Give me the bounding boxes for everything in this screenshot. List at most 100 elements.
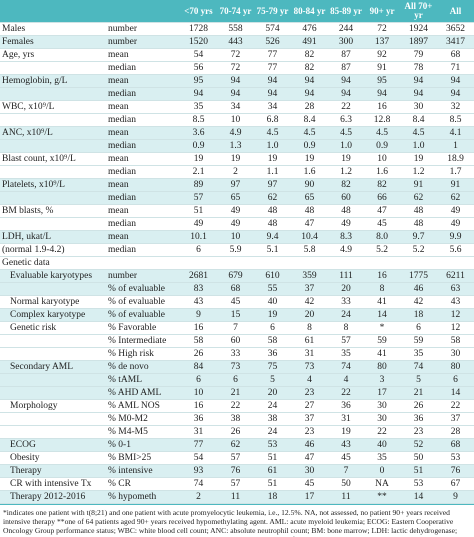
value-cell: 1 <box>437 139 474 153</box>
table-row: % AHD AML 10 21 20 23 22 17 21 14 <box>0 386 474 400</box>
value-cell: 80 <box>364 360 400 374</box>
value-cell: 92 <box>377 49 387 60</box>
value-cell: 77 <box>180 438 217 452</box>
value-cell: 35 <box>413 348 424 359</box>
value-cell: 94 <box>437 87 474 101</box>
value-cell: 58 <box>450 335 461 346</box>
value-cell: 50 <box>413 452 424 463</box>
header-cell <box>0 0 104 23</box>
value-cell: 80 <box>437 360 474 374</box>
value-cell: 558 <box>228 23 243 34</box>
value-cell: 137 <box>364 35 400 49</box>
value-cell: 52 <box>400 438 437 452</box>
value-cell: 66 <box>364 191 400 205</box>
stat-label: % M4-M5 <box>108 426 148 437</box>
value-cell: 35 <box>193 101 204 112</box>
value-cell: 94 <box>217 87 254 101</box>
table-row: Therapy% intensive 93 76 61 30 7 0 51 76 <box>0 464 474 478</box>
value-cell: 97 <box>254 178 291 192</box>
row-label <box>0 139 104 153</box>
value-cell: 1520 <box>180 35 217 49</box>
row-label: BM blasts, % <box>2 205 54 216</box>
value-cell: 22 <box>341 101 351 112</box>
value-cell: 47 <box>304 452 315 463</box>
value-cell: 60 <box>328 191 364 205</box>
row-label <box>0 87 104 101</box>
value-cell: 48 <box>267 205 278 216</box>
table-row: Platelets, x10⁹/L mean 89 97 97 90 82 82 91 91 <box>0 178 474 192</box>
value-cell: 18 <box>400 308 437 322</box>
value-cell: 24 <box>267 400 278 411</box>
stat-label: median <box>108 114 136 125</box>
value-cell: 574 <box>265 23 280 34</box>
value-cell: 22 <box>450 400 461 411</box>
value-cell: 8.5 <box>449 114 462 125</box>
stat-label: % Favorable <box>108 322 157 333</box>
value-cell: 1.0 <box>328 139 364 153</box>
table-row: median 57 65 62 65 60 66 62 62 <box>0 191 474 205</box>
value-cell: 0 <box>364 464 400 478</box>
stat-label: number <box>104 269 180 283</box>
value-cell: 1.2 <box>412 166 425 177</box>
value-cell: 46 <box>400 282 437 296</box>
row-label: LDH, ukat/L <box>0 230 104 244</box>
value-cell: 97 <box>217 178 254 192</box>
value-cell: 26 <box>413 400 424 411</box>
table-row: Males number 1728 558 574 476 244 72 1924 3652 <box>0 23 474 36</box>
value-cell: 26 <box>193 348 204 359</box>
table-row: BM blasts, % mean 51 49 48 48 48 47 48 49 <box>0 205 474 218</box>
value-cell: 2 <box>180 490 217 504</box>
value-cell: 22 <box>328 386 364 400</box>
value-cell: 111 <box>328 269 364 283</box>
value-cell: 8.5 <box>192 114 205 125</box>
value-cell: 94 <box>254 74 291 88</box>
value-cell: 8.4 <box>412 114 425 125</box>
value-cell: 2.1 <box>192 166 205 177</box>
value-cell: 55 <box>254 282 291 296</box>
header-cell: <70 yrs <box>180 0 217 23</box>
value-cell: 12.8 <box>373 114 391 125</box>
value-cell: 49 <box>450 205 461 216</box>
stat-label: mean <box>104 230 180 244</box>
value-cell: 1.2 <box>340 166 352 177</box>
value-cell: 36 <box>267 348 278 359</box>
value-cell: 6 <box>270 322 275 333</box>
value-cell: ** <box>364 490 400 504</box>
value-cell: 49 <box>230 218 241 229</box>
row-label <box>0 348 104 361</box>
value-cell: 300 <box>328 35 364 49</box>
value-cell: 36 <box>413 413 424 424</box>
value-cell: 8 <box>307 322 312 333</box>
value-cell: 49 <box>230 205 241 216</box>
value-cell: 9 <box>437 490 474 504</box>
value-cell: NA <box>375 478 389 489</box>
value-cell: 76 <box>217 464 254 478</box>
value-cell: 61 <box>304 335 315 346</box>
value-cell: 51 <box>267 452 278 463</box>
value-cell: 72 <box>377 23 387 34</box>
value-cell: 4 <box>328 373 364 387</box>
table-row: median 8.5 10 6.8 8.4 6.3 12.8 8.4 8.5 <box>0 114 474 127</box>
value-cell: 49 <box>193 218 204 229</box>
table-row: Obesity % BMI>25 54 57 51 47 45 35 50 53 <box>0 452 474 465</box>
value-cell: 10 <box>230 114 241 125</box>
value-cell: 53 <box>254 438 291 452</box>
value-cell: 5.6 <box>449 244 462 255</box>
table-row: Morphology % AML NOS 16 22 24 27 36 30 26 22 <box>0 400 474 413</box>
value-cell: 62 <box>400 191 437 205</box>
value-cell: 1897 <box>400 35 437 49</box>
row-label: Males <box>2 23 26 34</box>
row-label: ANC, x10⁹/L <box>0 126 104 140</box>
value-cell: 42 <box>413 296 424 307</box>
value-cell: 95 <box>364 74 400 88</box>
value-cell: 50 <box>341 478 351 489</box>
value-cell: 48 <box>413 218 424 229</box>
value-cell: 16 <box>193 400 204 411</box>
value-cell: 5.1 <box>266 244 279 255</box>
value-cell: 60 <box>230 335 241 346</box>
value-cell: 6211 <box>437 269 474 283</box>
value-cell: 74 <box>193 478 204 489</box>
value-cell: 9 <box>180 308 217 322</box>
table-row: (normal 1.9-4.2) median 6 5.9 5.1 5.8 4.9 5.2 5.… <box>0 244 474 257</box>
value-cell: 49 <box>450 218 461 229</box>
